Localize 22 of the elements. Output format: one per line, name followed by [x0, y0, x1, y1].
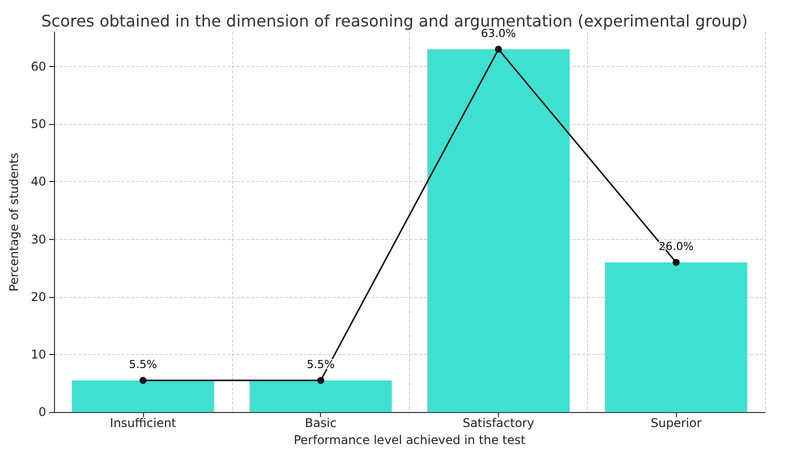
x-tick-label: Superior [650, 416, 702, 430]
point [140, 376, 147, 384]
y-tick-label: 0 [38, 405, 46, 420]
x-tick-label: Satisfactory [462, 416, 534, 430]
bar [72, 380, 214, 412]
bar [427, 49, 570, 412]
x-axis-title: Performance level achieved in the test [294, 433, 526, 447]
y-tick-label: 60 [30, 60, 46, 74]
point [317, 376, 324, 384]
y-tick-label: 30 [30, 232, 46, 246]
x-tick-label: Insufficient [110, 416, 176, 430]
y-tick-label: 10 [30, 348, 46, 362]
x-tick-label: Basic [304, 416, 337, 430]
point [672, 258, 680, 266]
bar [250, 380, 392, 412]
y-tick-label: 20 [30, 290, 46, 304]
point [494, 46, 502, 53]
y-tick-label: 50 [30, 117, 46, 132]
data-label: 5.5% [129, 358, 157, 371]
y-tick-label: 40 [30, 174, 46, 189]
y-axis-title: Percentage of students [7, 152, 21, 292]
bar [605, 262, 748, 412]
